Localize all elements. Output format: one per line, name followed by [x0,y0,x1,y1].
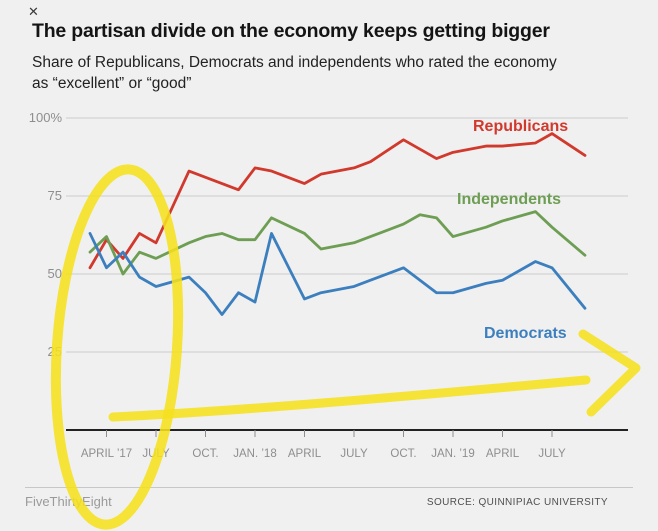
legend-label-republicans: Republicans [473,118,568,135]
y-axis-label: 50 [48,266,62,281]
x-axis-label: JULY [340,448,368,460]
series-line-independents [88,210,587,276]
legend-label-democrats: Democrats [484,325,567,342]
legend-label-independents: Independents [457,191,561,208]
x-axis-label: APRIL [288,448,322,460]
x-axis-label: JULY [538,448,566,460]
x-axis-label: APRIL ’17 [81,448,132,460]
footer-brand: FiveThirtyEight [25,494,112,509]
x-axis-label: JAN. ’18 [233,448,276,460]
x-axis-label: OCT. [390,448,416,460]
footer-divider [25,487,633,488]
chart-title: The partisan divide on the economy keeps… [32,20,550,42]
chart-subtitle: Share of Republicans, Democrats and inde… [32,54,557,93]
footer-source: SOURCE: QUINNIPIAC UNIVERSITY [426,497,608,508]
x-axis-label: JAN. ’19 [431,448,474,460]
x-axis-label: JULY [142,448,170,460]
y-axis-label: 100% [29,110,63,125]
close-icon[interactable]: ✕ [28,4,39,19]
y-axis-label: 75 [48,188,62,203]
x-axis-label: APRIL [486,448,520,460]
y-axis-label: 25 [48,344,62,359]
x-axis-label: OCT. [192,448,218,460]
